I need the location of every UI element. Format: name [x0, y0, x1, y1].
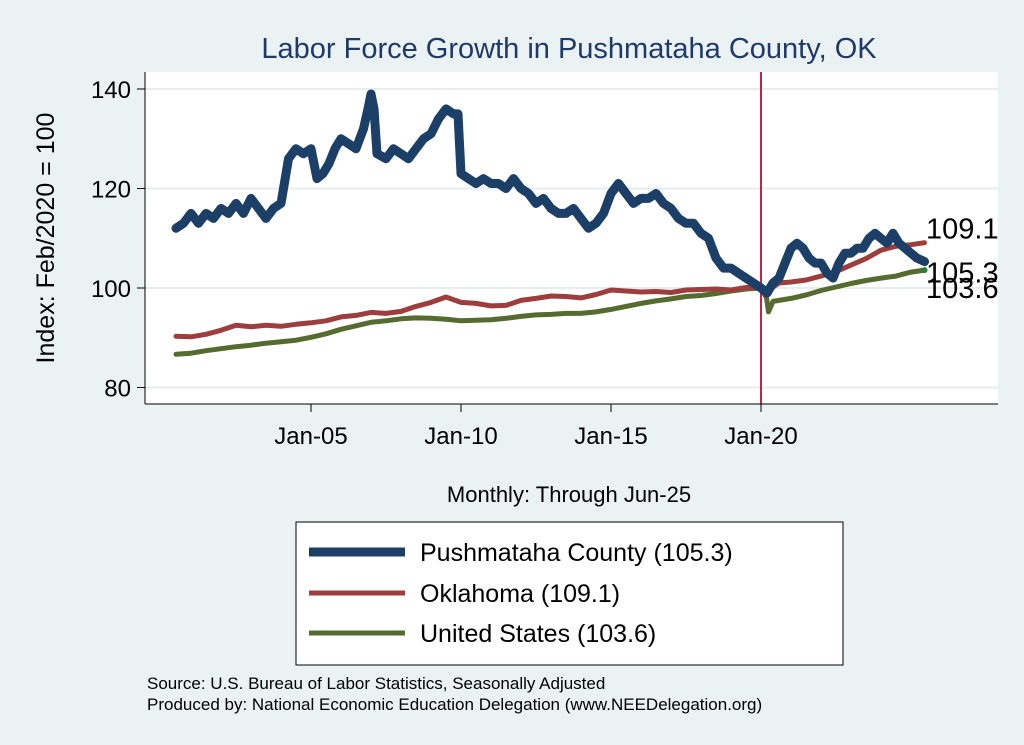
series-lines	[171, 89, 929, 357]
x-tick-label-Jan-10: Jan-10	[424, 423, 497, 450]
source-note: Source: U.S. Bureau of Labor Statistics,…	[147, 674, 605, 693]
end-label-oklahoma: 109.1	[926, 214, 999, 246]
series-line-united-states	[173, 267, 927, 357]
legend: Pushmataha County (105.3) Oklahoma (109.1…	[309, 539, 733, 648]
chart-title: Labor Force Growth in Pushmataha County,…	[261, 33, 877, 65]
y-tick-label-100: 100	[91, 276, 131, 303]
y-axis-label: Index: Feb/2020 = 100	[32, 113, 60, 364]
plot-area	[145, 72, 998, 404]
y-ticks: 80 100 120 140	[91, 77, 145, 403]
legend-label-oklahoma: Oklahoma (109.1)	[420, 580, 620, 608]
series-line-oklahoma	[173, 240, 927, 340]
x-tick-label-Jan-15: Jan-15	[574, 423, 647, 450]
y-tick-label-120: 120	[91, 177, 131, 204]
x-tick-label-Jan-05: Jan-05	[274, 423, 347, 450]
legend-label-united-states: United States (103.6)	[420, 620, 656, 648]
end-label-pushmataha-county: 105.3	[926, 258, 999, 290]
legend-label-pushmataha-county: Pushmataha County (105.3)	[420, 539, 733, 567]
series-line-pushmataha-county	[171, 89, 929, 298]
y-tick-label-80: 80	[104, 376, 131, 403]
gridlines	[145, 88, 998, 389]
x-ticks: Jan-05 Jan-10 Jan-15 Jan-20	[274, 404, 798, 450]
end-marker-united-states	[921, 267, 928, 274]
produced-by-note: Produced by: National Economic Education…	[147, 695, 762, 714]
end-label-united-states: 103.6	[926, 273, 999, 305]
x-tick-label-Jan-20: Jan-20	[724, 423, 797, 450]
x-axis-label: Monthly: Through Jun-25	[447, 482, 691, 507]
y-tick-label-140: 140	[91, 77, 131, 104]
